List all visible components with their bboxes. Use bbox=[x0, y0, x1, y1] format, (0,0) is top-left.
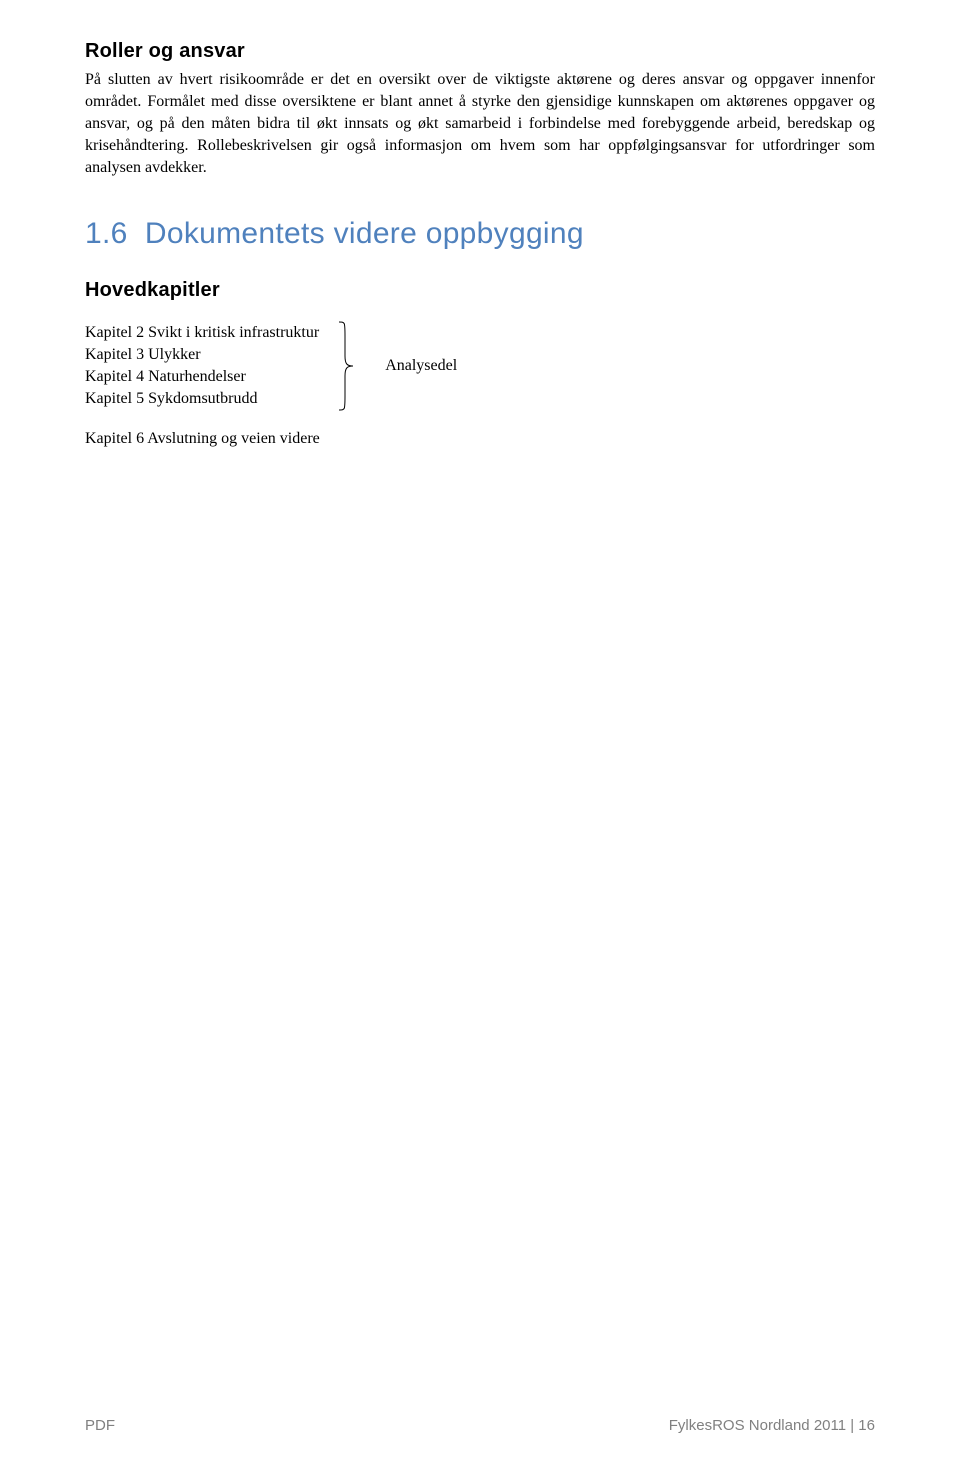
curly-bracket-icon bbox=[337, 320, 357, 412]
chapter-item: Kapitel 2 Svikt i kritisk infrastruktur bbox=[85, 324, 319, 342]
chapter-item: Kapitel 5 Sykdomsutbrudd bbox=[85, 390, 319, 408]
footer-right: FylkesROS Nordland 2011 | 16 bbox=[669, 1417, 875, 1434]
closing-chapter-line: Kapitel 6 Avslutning og veien videre bbox=[85, 430, 875, 448]
footer-left: PDF bbox=[85, 1417, 115, 1434]
chapter-list: Kapitel 2 Svikt i kritisk infrastruktur … bbox=[85, 324, 319, 408]
chapter-number: 1.6 bbox=[85, 217, 128, 250]
chapter-item: Kapitel 4 Naturhendelser bbox=[85, 368, 319, 386]
chapter-item: Kapitel 3 Ulykker bbox=[85, 346, 319, 364]
bracket-label-analysedel: Analysedel bbox=[385, 357, 457, 375]
chapter-title: Dokumentets videre oppbygging bbox=[145, 217, 584, 250]
page-footer: PDF FylkesROS Nordland 2011 | 16 bbox=[85, 1417, 875, 1434]
chapter-heading: 1.6 Dokumentets videre oppbygging bbox=[85, 217, 875, 251]
body-paragraph-roller: På slutten av hvert risikoområde er det … bbox=[85, 69, 875, 179]
sub-heading-hovedkapitler: Hovedkapitler bbox=[85, 279, 875, 302]
section-heading-roller: Roller og ansvar bbox=[85, 40, 875, 63]
chapter-bracket-block: Kapitel 2 Svikt i kritisk infrastruktur … bbox=[85, 320, 875, 412]
